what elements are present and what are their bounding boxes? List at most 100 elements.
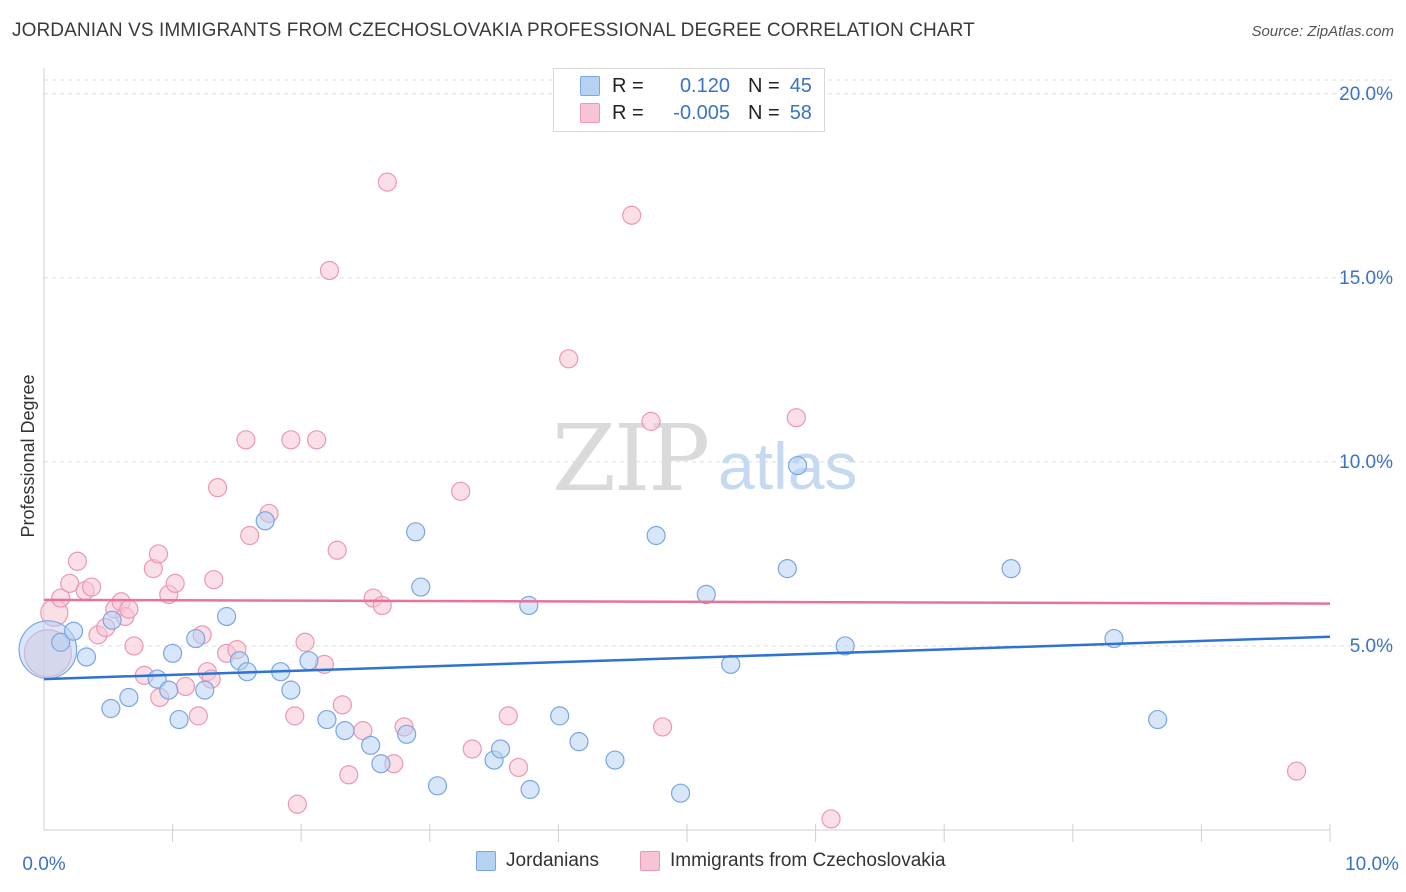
czechoslovakia-point <box>67 551 88 571</box>
jordanian-point <box>63 621 84 641</box>
jordanian-point <box>371 754 391 774</box>
jordanian-point <box>520 779 540 800</box>
jordanian-point <box>406 522 426 542</box>
czechoslovakia-point <box>51 588 71 608</box>
jordanian-point <box>186 628 206 649</box>
jordanian-point <box>1001 559 1021 579</box>
legend-label-czechoslovakia: Immigrants from Czechoslovakia <box>670 850 946 871</box>
jordanian-point <box>76 647 97 667</box>
czechoslovakia-point <box>377 172 397 192</box>
jordanian-point <box>721 654 741 674</box>
czechoslovakia-point <box>188 706 208 726</box>
czechoslovakia-point <box>451 481 471 501</box>
jordanian-point <box>119 687 139 708</box>
czechoslovakia-point <box>165 573 185 593</box>
legend-n-value: 58 <box>789 101 812 124</box>
jordanian-point <box>217 606 237 627</box>
jordanian-point <box>335 721 355 741</box>
watermark-atlas: atlas <box>718 429 857 503</box>
czechoslovakia-point <box>339 765 359 785</box>
jordanian-point <box>255 511 275 531</box>
czechoslovakia-point <box>372 595 392 616</box>
legend-n-label: N = <box>748 74 780 97</box>
jordanian-point <box>397 724 417 744</box>
trend-lines <box>43 598 1331 681</box>
y-tick-label: 20.0% <box>1339 84 1393 105</box>
legend-r-label: R = <box>612 101 644 124</box>
czechoslovakia-point <box>307 430 327 450</box>
jordanian-point <box>281 680 301 700</box>
y-axis-title: Professional Degree <box>18 374 38 537</box>
czechoslovakia-point <box>559 349 579 369</box>
czechoslovakia-point <box>60 573 80 593</box>
czechoslovakia-point <box>622 205 642 225</box>
legend-swatch-blue <box>476 851 496 871</box>
czechoslovakia-point <box>204 570 224 590</box>
jordanian-point <box>1148 709 1168 730</box>
series-legend: Jordanians Immigrants from Czechoslovaki… <box>0 850 1406 878</box>
czechoslovakia-point <box>236 430 256 450</box>
legend-row-jordanians: R = 0.120 N = 45 <box>554 73 812 99</box>
y-tick-label: 5.0% <box>1350 636 1393 657</box>
x-axis-ticks <box>172 824 1331 842</box>
legend-swatch-pink <box>580 103 600 123</box>
czechoslovakia-point <box>208 478 228 498</box>
czechoslovakia-point <box>148 544 169 564</box>
czechoslovakia-point <box>240 525 260 546</box>
jordanian-point <box>361 735 381 755</box>
jordanian-point <box>490 739 511 759</box>
jordanian-point <box>550 706 570 726</box>
x-tick-label-max: 10.0% <box>1345 854 1399 875</box>
y-tick-label: 10.0% <box>1339 452 1393 473</box>
grid-lines <box>44 79 1392 647</box>
czechoslovakia-point <box>285 706 305 726</box>
legend-item-jordanians[interactable]: Jordanians <box>476 850 599 872</box>
czechoslovakia-point <box>821 809 841 829</box>
czechoslovakia-point <box>327 540 347 560</box>
legend-row-czechoslovakia: R = -0.005 N = 58 <box>554 100 812 126</box>
legend-swatch-pink <box>640 851 660 871</box>
czechoslovakia-point <box>119 599 139 619</box>
legend-label-jordanians: Jordanians <box>506 850 599 871</box>
jordanian-point <box>102 610 122 630</box>
jordanian-point <box>159 680 179 700</box>
correlation-legend: R = 0.120 N = 45 R = -0.005 N = 58 <box>553 68 825 132</box>
trend-line-jordanians <box>43 635 1331 681</box>
czechoslovakia-point <box>124 636 144 656</box>
y-axis-tick-labels: 5.0% 10.0% 15.0% 20.0% <box>1339 84 1393 657</box>
czechoslovakia-point <box>281 430 301 450</box>
czechoslovakia-point <box>295 632 315 652</box>
jordanian-point <box>519 595 539 616</box>
jordanian-point <box>569 732 589 752</box>
czechoslovakia-point <box>332 695 352 715</box>
trend-line-czechoslovakia <box>43 598 1331 605</box>
x-tick-label-min: 0.0% <box>22 854 65 875</box>
jordanian-point <box>169 709 189 730</box>
czechoslovakia-point <box>319 260 340 281</box>
jordanian-point <box>787 455 808 476</box>
jordanian-point <box>670 783 691 803</box>
jordanian-point <box>646 525 666 546</box>
source-credit: Source: ZipAtlas.com <box>1251 23 1394 40</box>
jordanian-point <box>51 632 71 652</box>
jordanian-point <box>696 584 716 605</box>
watermark-zip: ZIP <box>552 405 708 512</box>
czechoslovakia-point <box>175 676 196 697</box>
czechoslovakia-point <box>498 706 518 726</box>
czechoslovakia-point <box>508 757 529 778</box>
legend-swatch-blue <box>580 76 600 96</box>
legend-r-value: 0.120 <box>679 74 730 97</box>
czechoslovakia-point <box>641 411 661 431</box>
jordanian-point <box>163 643 183 663</box>
y-tick-label: 15.0% <box>1339 268 1393 289</box>
legend-r-label: R = <box>612 74 644 97</box>
jordanian-point <box>317 709 337 730</box>
czechoslovakia-point <box>652 717 673 737</box>
legend-item-czechoslovakia[interactable]: Immigrants from Czechoslovakia <box>640 850 946 872</box>
czechoslovakia-point <box>1286 761 1307 781</box>
legend-n-label: N = <box>748 101 780 124</box>
chart-title: JORDANIAN VS IMMIGRANTS FROM CZECHOSLOVA… <box>12 20 975 41</box>
jordanian-point <box>101 698 121 719</box>
jordanian-point <box>195 680 215 700</box>
